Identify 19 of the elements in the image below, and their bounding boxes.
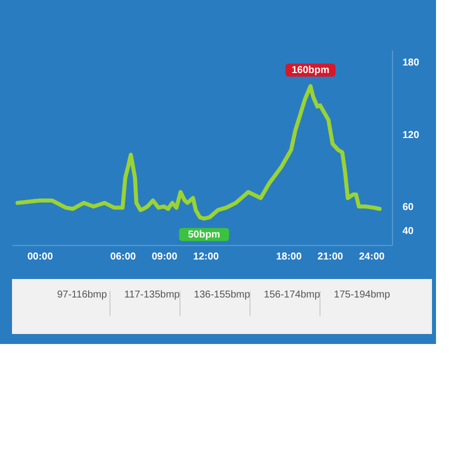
x-tick-label: 24:00 bbox=[358, 252, 385, 262]
text: 117-135bmp bbox=[124, 290, 180, 300]
text: 175-194bmp bbox=[334, 290, 391, 300]
text: 97-116bmp bbox=[57, 290, 108, 300]
x-tick-label: 09:00 bbox=[152, 252, 178, 262]
x-tick-label: 18:00 bbox=[276, 252, 302, 262]
x-tick-label: 06:00 bbox=[110, 252, 136, 262]
y-tick-label: 60 bbox=[402, 202, 414, 213]
line-series bbox=[16, 84, 382, 221]
y-tick-label: 180 bbox=[402, 58, 420, 69]
text: 156-174bmp bbox=[264, 290, 321, 300]
y-tick-label: 40 bbox=[402, 226, 414, 238]
x-tick-label: 00:00 bbox=[27, 252, 54, 262]
annotation: 160bpm bbox=[292, 65, 330, 76]
x-tick-label: 12:00 bbox=[193, 252, 220, 262]
y-tick-label: 120 bbox=[402, 130, 420, 141]
text: 136-155bmp bbox=[194, 290, 251, 300]
annotation: 50bpm bbox=[188, 230, 220, 241]
x-tick-label: 21:00 bbox=[318, 252, 344, 262]
